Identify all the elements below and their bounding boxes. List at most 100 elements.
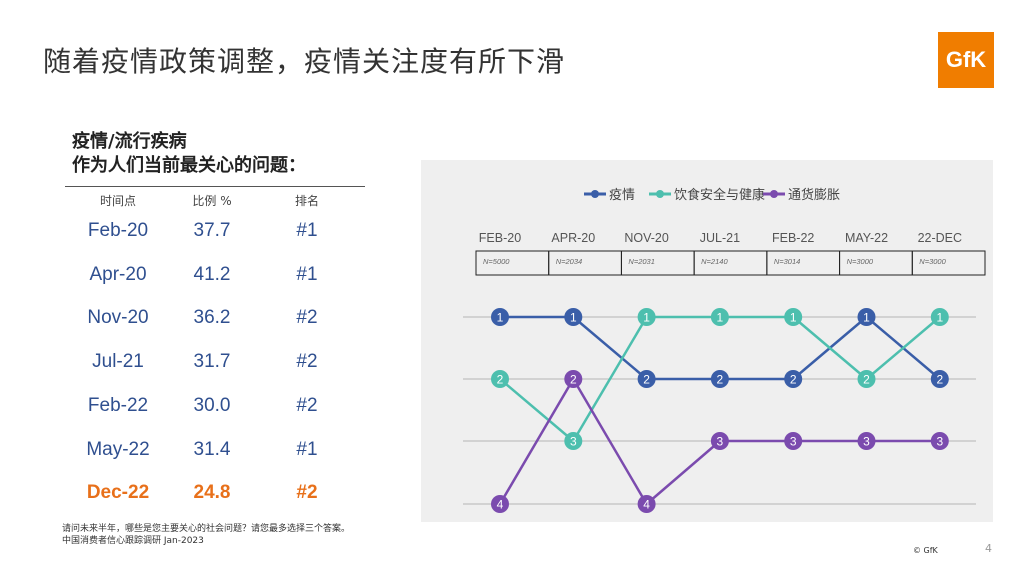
- x-tick-label: 22-DEC: [918, 231, 962, 245]
- page-number: 4: [985, 542, 992, 555]
- table-cell-rank: #2: [296, 482, 318, 504]
- data-point-label: 2: [790, 373, 797, 387]
- table-cell-percent: 31.4: [193, 438, 231, 460]
- data-point-label: 2: [570, 373, 577, 387]
- table-cell-percent: 31.7: [193, 351, 231, 373]
- data-point: [491, 308, 509, 326]
- series-line-0: [500, 315, 941, 381]
- data-point-label: 3: [863, 435, 870, 449]
- gfk-logo: GfK: [938, 32, 994, 88]
- sample-size-label: N=3000: [919, 257, 946, 266]
- table-heading-line2: 作为人们当前最关心的问题：: [72, 155, 306, 176]
- data-point-label: 1: [863, 311, 870, 325]
- data-point-label: 1: [570, 311, 577, 325]
- data-point: [491, 370, 509, 388]
- data-point-label: 2: [643, 373, 650, 387]
- sample-size-label: N=2031: [628, 257, 654, 266]
- data-point-label: 3: [790, 435, 797, 449]
- data-point-label: 2: [863, 373, 870, 387]
- page-title: 随着疫情政策调整，疫情关注度有所下滑: [43, 45, 566, 78]
- data-point: [930, 370, 949, 388]
- legend-label-1: 饮食安全与健康: [674, 187, 765, 202]
- data-point: [710, 370, 729, 388]
- data-point-label: 2: [497, 373, 504, 387]
- data-point: [637, 308, 656, 326]
- data-point: [784, 432, 803, 450]
- footnote: 请问未来半年，哪些是您主要关心的社会问题？请您最多选择三个答案。 中国消费者信心…: [62, 523, 350, 547]
- data-point: [491, 495, 509, 513]
- table-divider: [65, 186, 365, 187]
- x-tick-label: FEB-20: [479, 231, 521, 245]
- data-point: [784, 370, 803, 388]
- data-point: [784, 308, 803, 326]
- data-point-label: 2: [717, 373, 724, 387]
- legend-marker-0: [591, 190, 599, 198]
- table-cell-percent: 41.2: [193, 263, 231, 285]
- data-point: [637, 495, 656, 513]
- x-tick-label: APR-20: [551, 231, 595, 245]
- footnote-source: 中国消费者信心跟踪调研 Jan-2023: [62, 536, 204, 546]
- data-point: [564, 308, 583, 326]
- data-point: [857, 432, 876, 450]
- chart-panel: 疫情 饮食安全与健康 通货膨胀 FEB-20 APR-20 NOV-20 JUL-21 FEB…: [421, 160, 993, 522]
- data-point-label: 3: [570, 435, 577, 449]
- table-cell-rank: #1: [296, 438, 318, 460]
- data-point: [564, 370, 583, 388]
- x-tick-label: JUL-21: [700, 231, 740, 245]
- table-heading: 疫情/流行疾病 作为人们当前最关心的问题：: [72, 130, 306, 178]
- table-cell-period: Nov-20: [87, 307, 149, 329]
- legend-marker-2: [770, 190, 778, 198]
- sample-size-box: [911, 250, 986, 276]
- table-cell-percent: 24.8: [193, 482, 231, 504]
- sample-size-label: N=2140: [701, 257, 728, 266]
- data-point: [564, 432, 583, 450]
- table-cell-percent: 30.0: [193, 394, 231, 416]
- data-point-label: 1: [936, 311, 943, 325]
- footnote-question: 请问未来半年，哪些是您主要关心的社会问题？请您最多选择三个答案。: [62, 524, 351, 534]
- table-cell-period: Feb-22: [87, 394, 149, 416]
- table-heading-line1: 疫情/流行疾病: [72, 131, 187, 152]
- x-tick-label: MAY-22: [845, 231, 888, 245]
- data-point-label: 1: [790, 311, 797, 325]
- x-tick-label: FEB-22: [772, 231, 814, 245]
- sample-size-label: N=2034: [556, 257, 582, 266]
- data-point: [857, 370, 876, 388]
- data-point-label: 1: [643, 311, 650, 325]
- table-cell-period: Apr-20: [89, 263, 147, 285]
- data-point: [930, 432, 949, 450]
- data-point: [710, 308, 729, 326]
- table-cell-period: May-22: [86, 438, 150, 460]
- legend-label-2: 通货膨胀: [788, 187, 840, 202]
- table-cell-percent: 36.2: [193, 307, 231, 329]
- x-tick-label: NOV-20: [624, 231, 669, 245]
- legend-label-0: 疫情: [609, 187, 635, 202]
- data-point-label: 4: [497, 498, 504, 512]
- table-cell-period: Feb-20: [87, 220, 149, 241]
- legend-marker-1: [656, 190, 664, 198]
- sample-size-label: N=5000: [483, 257, 510, 266]
- data-point-label: 1: [717, 311, 724, 325]
- data-point: [857, 308, 876, 326]
- copyright: © GfK: [913, 546, 938, 555]
- table-cell-rank: #2: [296, 394, 318, 416]
- data-point-label: 3: [936, 435, 943, 449]
- rank-chart: 疫情 饮食安全与健康 通货膨胀 FEB-20 APR-20 NOV-20 JUL-21 FEB…: [463, 187, 986, 513]
- data-point: [930, 308, 949, 326]
- data-point-label: 3: [717, 435, 724, 449]
- table-cell-period: Dec-22: [86, 482, 150, 504]
- column-header-period: 时间点: [99, 194, 136, 208]
- data-point-label: 2: [936, 373, 943, 387]
- table-cell-rank: #2: [296, 307, 318, 329]
- sample-size-label: N=3000: [847, 257, 874, 266]
- table-cell-period: Jul-21: [92, 351, 144, 373]
- table-cell-rank: #1: [296, 220, 318, 241]
- table-cell-rank: #1: [296, 263, 318, 285]
- sample-size-label: N=3014: [774, 257, 800, 266]
- data-point-label: 4: [643, 498, 650, 512]
- data-point: [710, 432, 729, 450]
- column-header-percent: 比例 %: [192, 194, 232, 208]
- table-cell-rank: #2: [296, 351, 318, 373]
- table-cell-percent: 37.7: [193, 220, 231, 241]
- data-point-label: 1: [497, 311, 504, 325]
- column-header-rank: 排名: [294, 194, 319, 208]
